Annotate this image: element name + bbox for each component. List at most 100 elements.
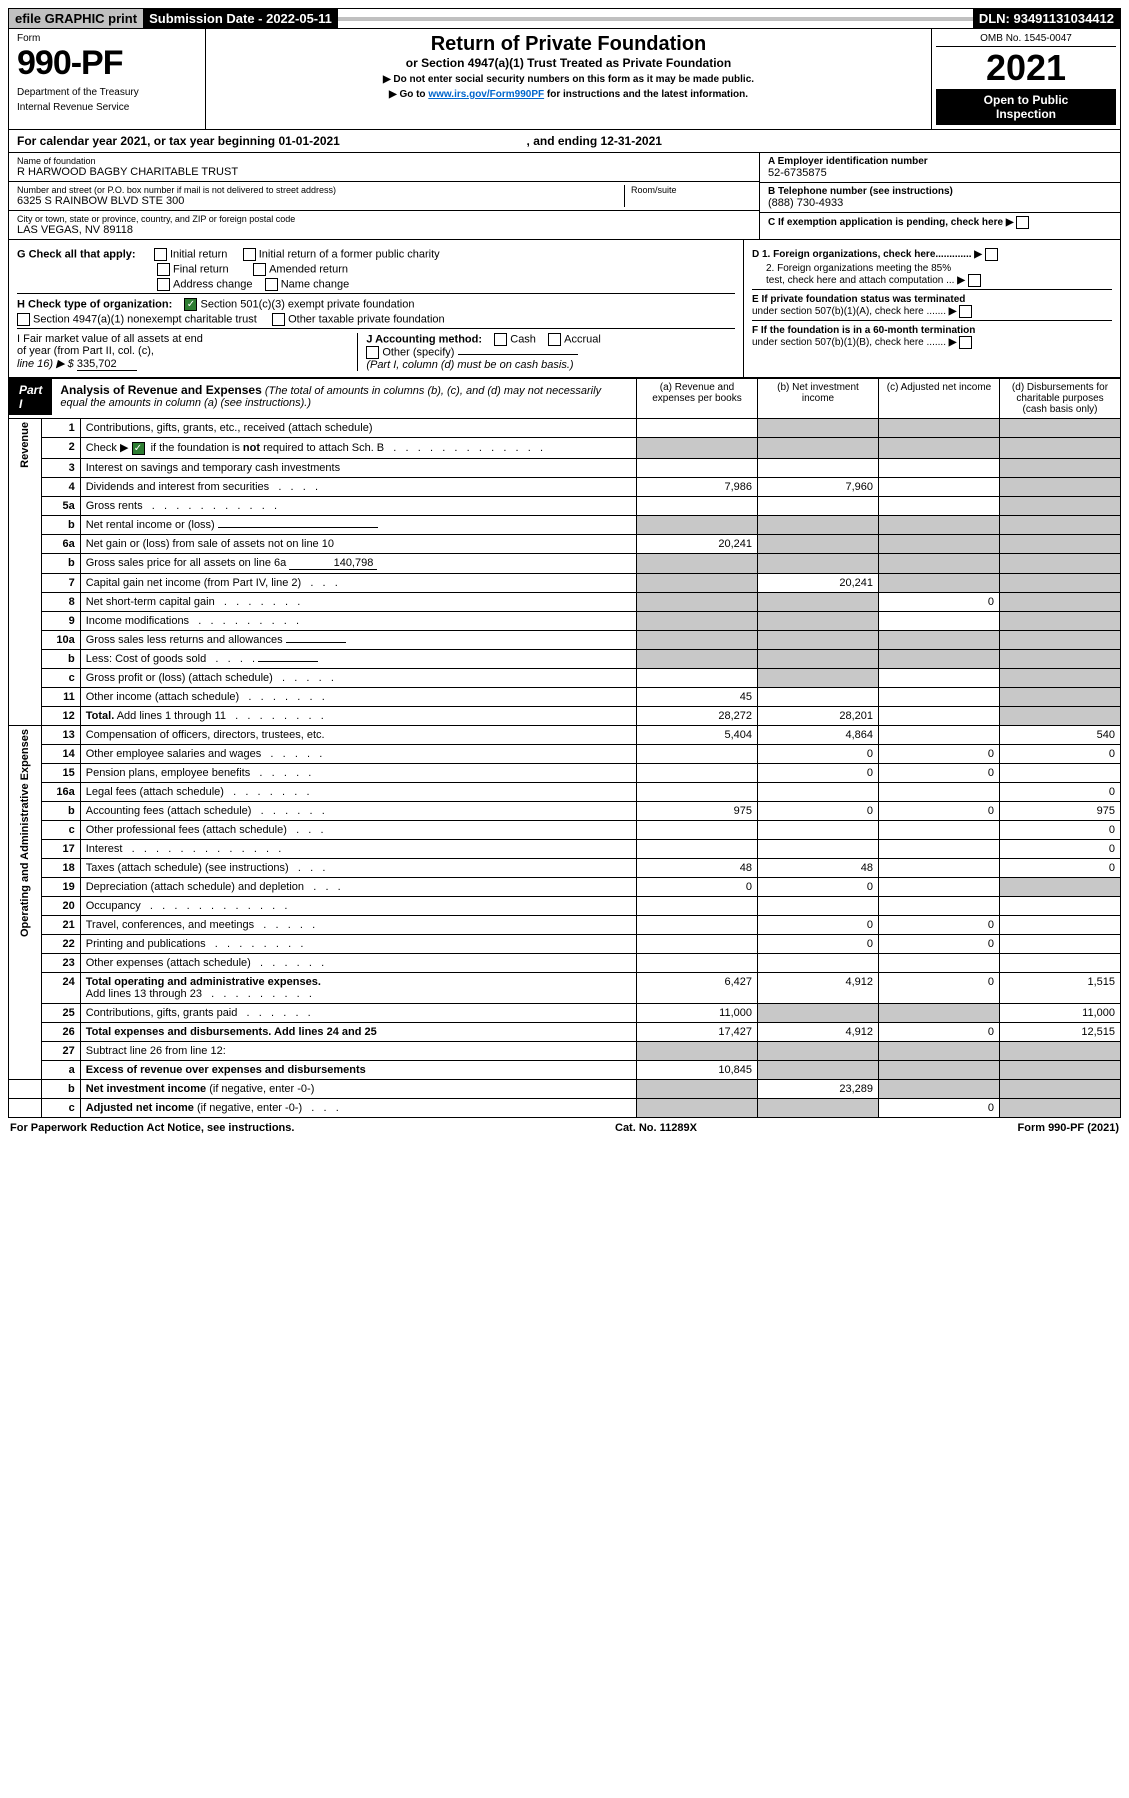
r19-a: 0 [637, 877, 758, 896]
row-27: 27Subtract line 26 from line 12: [9, 1041, 1121, 1060]
arrow-icon: ▶ [949, 306, 959, 317]
r4-desc: Dividends and interest from securities .… [80, 477, 636, 496]
name-cell: Name of foundation R HARWOOD BAGBY CHARI… [9, 153, 759, 182]
g-initial-checkbox[interactable] [154, 248, 167, 261]
phone-cell: B Telephone number (see instructions) (8… [760, 183, 1120, 213]
row-27a: aExcess of revenue over expenses and dis… [9, 1060, 1121, 1079]
city-value: LAS VEGAS, NV 89118 [17, 224, 751, 236]
part1-title: Analysis of Revenue and Expenses [60, 383, 261, 397]
g-name-checkbox[interactable] [265, 278, 278, 291]
r18-desc: Taxes (attach schedule) (see instruction… [80, 858, 636, 877]
r15-c: 0 [879, 763, 1000, 782]
g-opt-5: Name change [281, 278, 350, 290]
r12-desc: Total. Add lines 1 through 11 . . . . . … [80, 706, 636, 725]
form990pf-link[interactable]: www.irs.gov/Form990PF [428, 89, 544, 100]
g-row2: Final return Amended return [17, 263, 735, 276]
note2-suffix: for instructions and the latest informat… [544, 89, 748, 100]
e1: E If private foundation status was termi… [752, 294, 965, 305]
h-opt3: Other taxable private foundation [288, 313, 445, 325]
check-section: G Check all that apply: Initial return I… [8, 240, 1121, 378]
g-address-checkbox[interactable] [157, 278, 170, 291]
h-501c3-checkbox[interactable] [184, 298, 197, 311]
note-link: ▶ Go to www.irs.gov/Form990PF for instru… [214, 89, 923, 100]
j-row2: Other (specify) [366, 346, 735, 359]
r4-b: 7,960 [758, 477, 879, 496]
row-12: 12Total. Add lines 1 through 11 . . . . … [9, 706, 1121, 725]
r19-desc: Depreciation (attach schedule) and deple… [80, 877, 636, 896]
g-label: G Check all that apply: [17, 248, 136, 260]
i-line1: I Fair market value of all assets at end [17, 333, 357, 345]
f-row: F If the foundation is in a 60-month ter… [752, 320, 1112, 349]
j-other-checkbox[interactable] [366, 346, 379, 359]
room-label: Room/suite [631, 185, 751, 195]
part1-title-cell: Analysis of Revenue and Expenses (The to… [52, 379, 636, 415]
row-23: 23Other expenses (attach schedule) . . .… [9, 953, 1121, 972]
r2a: Check ▶ [86, 442, 132, 454]
row-18: 18Taxes (attach schedule) (see instructi… [9, 858, 1121, 877]
r24-c: 0 [879, 972, 1000, 1003]
h-opt2: Section 4947(a)(1) nonexempt charitable … [33, 313, 257, 325]
f-checkbox[interactable] [959, 336, 972, 349]
calyear-begin: 01-01-2021 [278, 134, 339, 148]
row-2: 2 Check ▶ if the foundation is not requi… [9, 438, 1121, 459]
form-number: 990-PF [17, 44, 197, 83]
r17-desc: Interest . . . . . . . . . . . . . [80, 839, 636, 858]
note-ssn: ▶ Do not enter social security numbers o… [214, 74, 923, 85]
g-final-checkbox[interactable] [157, 263, 170, 276]
efile-label[interactable]: efile GRAPHIC print [9, 9, 143, 28]
r22-c: 0 [879, 934, 1000, 953]
j-accrual-checkbox[interactable] [548, 333, 561, 346]
r27a-a: 10,845 [637, 1060, 758, 1079]
r18-d: 0 [1000, 858, 1121, 877]
open-line1: Open to Public [940, 93, 1112, 107]
g-opt-3: Initial return of a former public charit… [259, 248, 440, 260]
phone-label: B Telephone number (see instructions) [768, 186, 1112, 197]
arrow-icon: ▶ [957, 275, 967, 286]
g-initial-former-checkbox[interactable] [243, 248, 256, 261]
footer-right: Form 990-PF (2021) [1018, 1122, 1120, 1134]
row-1: Revenue 1 Contributions, gifts, grants, … [9, 419, 1121, 438]
row-19: 19Depreciation (attach schedule) and dep… [9, 877, 1121, 896]
calyear-end: 12-31-2021 [601, 134, 662, 148]
g-amended-checkbox[interactable] [253, 263, 266, 276]
r27c-desc: Adjusted net income (if negative, enter … [80, 1098, 636, 1117]
row-9: 9Income modifications . . . . . . . . . [9, 611, 1121, 630]
h-4947-checkbox[interactable] [17, 313, 30, 326]
r2-checkbox[interactable] [132, 442, 145, 455]
d1-checkbox[interactable] [985, 248, 998, 261]
col-d-header: (d) Disbursements for charitable purpose… [1000, 379, 1121, 419]
arrow-icon: ▶ [974, 249, 984, 260]
g-opt-4: Amended return [269, 263, 348, 275]
r25-desc: Contributions, gifts, grants paid . . . … [80, 1003, 636, 1022]
c-label: C If exemption application is pending, c… [768, 217, 1003, 228]
line-num: 1 [41, 419, 80, 438]
c-checkbox[interactable] [1016, 216, 1029, 229]
phone-value: (888) 730-4933 [768, 197, 1112, 209]
i-line3: line 16) ▶ $ 335,702 [17, 357, 357, 371]
j-label: J Accounting method: [366, 333, 482, 345]
r5b-desc: Net rental income or (loss) [80, 515, 636, 534]
r9-desc: Income modifications . . . . . . . . . [80, 611, 636, 630]
dept-treasury: Department of the Treasury [17, 87, 197, 98]
d1-row: D 1. Foreign organizations, check here..… [752, 248, 1112, 261]
j-cash-checkbox[interactable] [494, 333, 507, 346]
d2-checkbox[interactable] [968, 274, 981, 287]
r6a-a: 20,241 [637, 534, 758, 553]
r1-c [879, 419, 1000, 438]
e-checkbox[interactable] [959, 305, 972, 318]
r16b-d: 975 [1000, 801, 1121, 820]
part1-table: Part I Analysis of Revenue and Expenses … [8, 378, 1121, 1118]
r16c-d: 0 [1000, 820, 1121, 839]
part1-tag: Part I [9, 379, 52, 415]
top-bar: efile GRAPHIC print Submission Date - 20… [8, 8, 1121, 29]
r1-b [758, 419, 879, 438]
r2-desc: Check ▶ if the foundation is not require… [80, 438, 636, 459]
r7-desc: Capital gain net income (from Part IV, l… [80, 573, 636, 592]
r16b-c: 0 [879, 801, 1000, 820]
row-20: 20Occupancy . . . . . . . . . . . . [9, 896, 1121, 915]
h-other-checkbox[interactable] [272, 313, 285, 326]
h-label: H Check type of organization: [17, 298, 172, 310]
addr-cell: Number and street (or P.O. box number if… [9, 182, 759, 211]
addr-label: Number and street (or P.O. box number if… [17, 185, 624, 195]
dln-label: DLN: 93491131034412 [973, 9, 1120, 28]
